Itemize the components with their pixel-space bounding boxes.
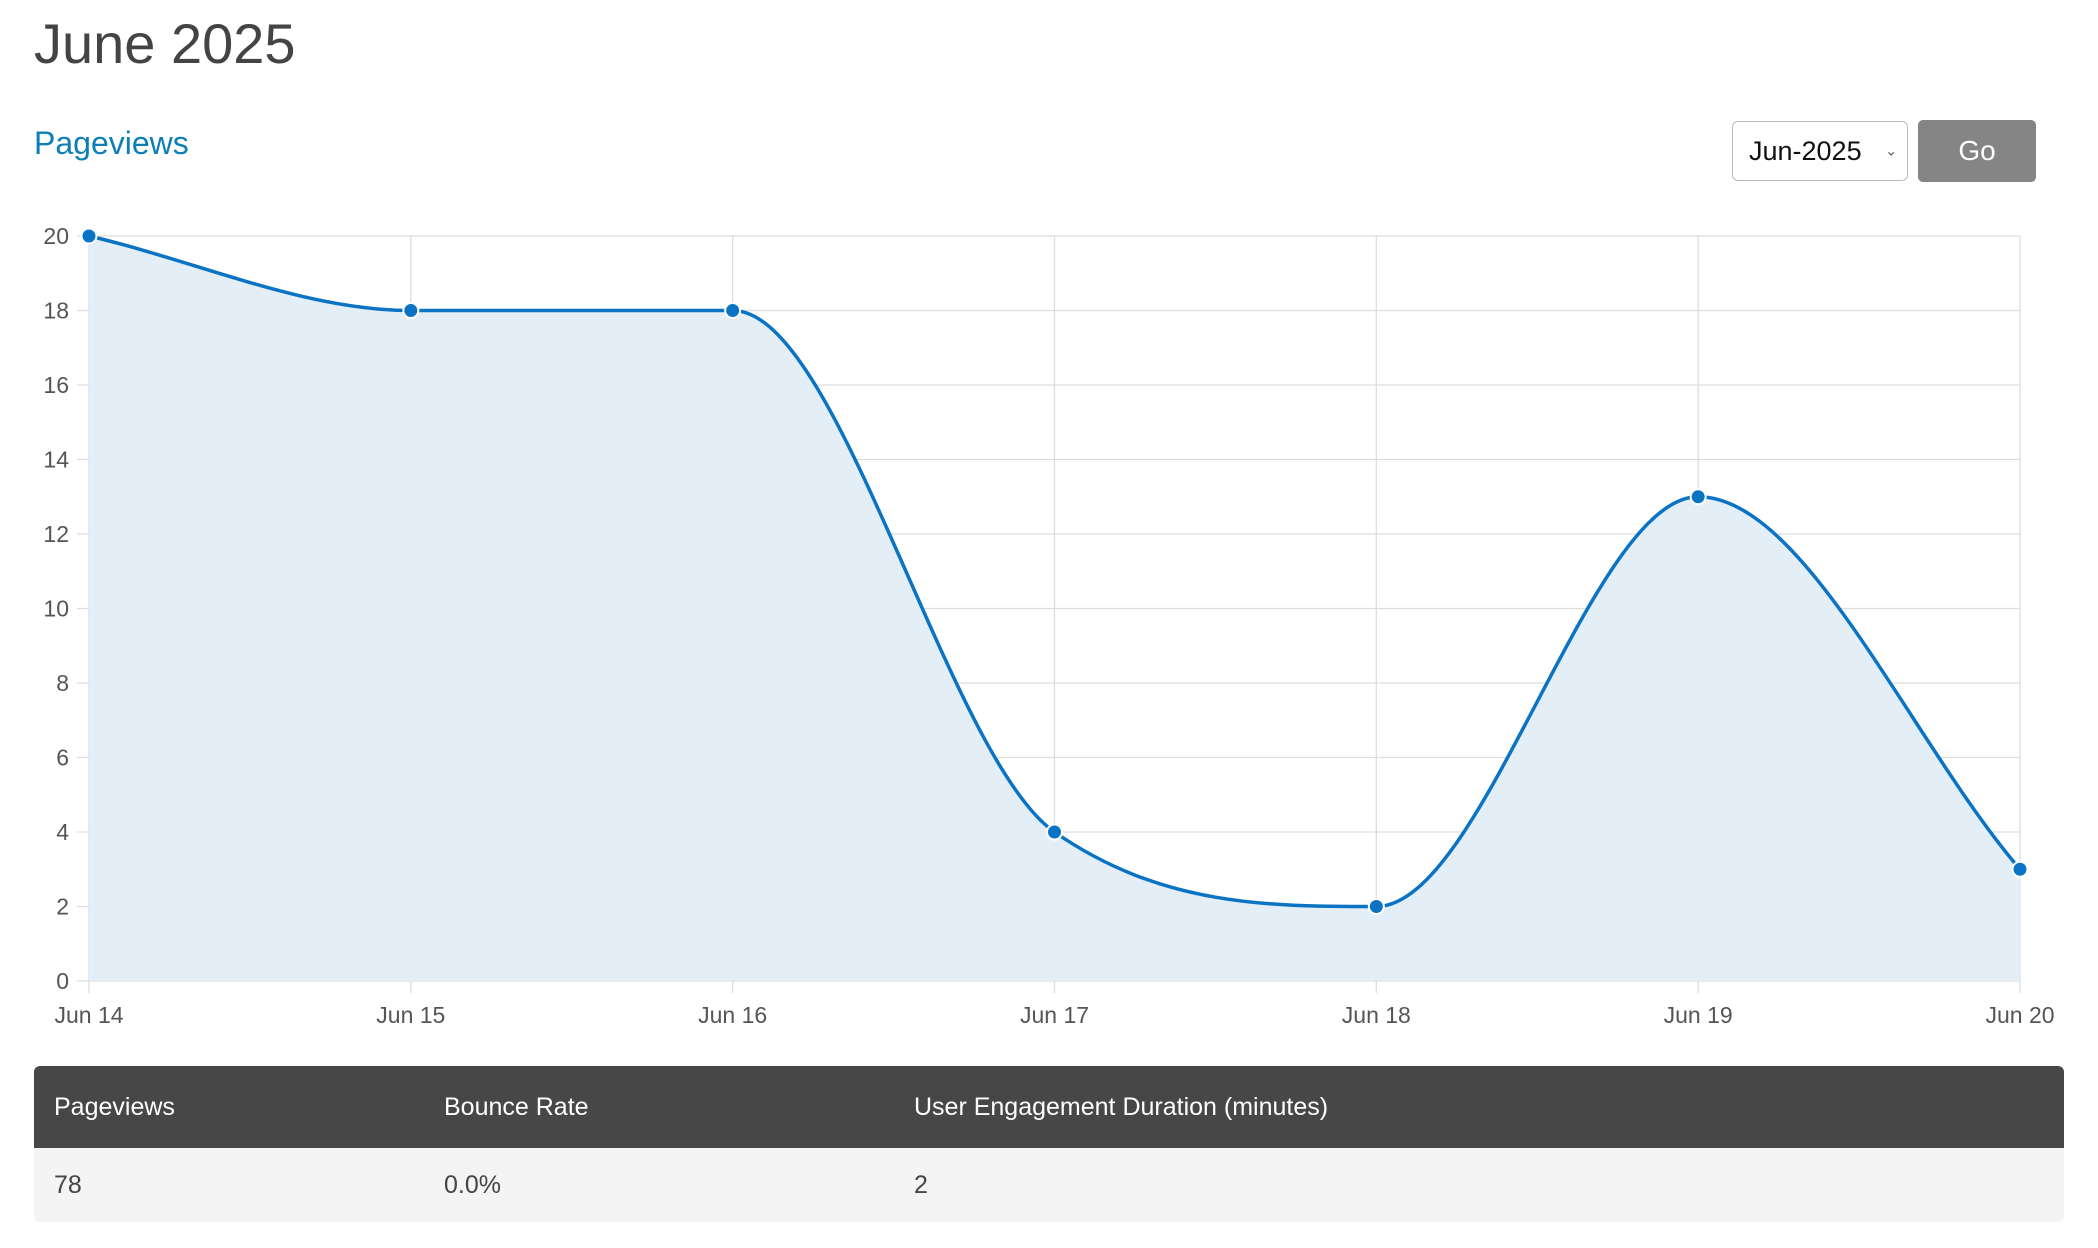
x-tick-label: Jun 19: [1664, 1002, 1733, 1028]
y-tick-label: 0: [56, 968, 69, 994]
x-tick-label: Jun 17: [1020, 1002, 1089, 1028]
chart-area: [89, 236, 2020, 981]
x-tick-label: Jun 15: [376, 1002, 445, 1028]
y-tick-label: 18: [43, 298, 69, 324]
month-controls: Jun-2025 ⌄ Go: [1732, 120, 2036, 182]
y-tick-label: 4: [56, 819, 69, 845]
data-point: [1689, 488, 1707, 506]
y-tick-label: 2: [56, 894, 69, 920]
y-tick-label: 8: [56, 670, 69, 696]
data-point: [1367, 898, 1385, 915]
header-engagement-duration: User Engagement Duration (minutes): [914, 1092, 1329, 1121]
area-fill: [89, 236, 2020, 981]
y-tick-label: 6: [56, 745, 69, 771]
data-point: [80, 227, 98, 245]
page-title: June 2025: [34, 12, 296, 75]
pageviews-chart: 0 2 4 6 8 10 12 14 16 18 20 Jun 14 Jun 15 Jun 16 Jun …: [0, 200, 2098, 1040]
chart-points: [80, 227, 2029, 915]
header-bounce-rate: Bounce Rate: [444, 1092, 589, 1121]
data-point: [2011, 860, 2029, 878]
cell-pageviews: 78: [54, 1170, 82, 1199]
month-select[interactable]: Jun-2025 ⌄: [1732, 121, 1908, 181]
x-axis-ticks: Jun 14 Jun 15 Jun 16 Jun 17 Jun 18 Jun 19 Jun …: [54, 1002, 2054, 1028]
y-tick-label: 12: [43, 521, 69, 547]
data-point: [724, 302, 742, 319]
x-tick-label: Jun 16: [698, 1002, 767, 1028]
y-tick-label: 16: [43, 372, 69, 398]
x-tick-label: Jun 20: [1985, 1002, 2054, 1028]
data-point: [1046, 823, 1063, 841]
table-row: 78 0.0% 2: [34, 1148, 2064, 1222]
x-tick-label: Jun 18: [1342, 1002, 1411, 1028]
cell-bounce-rate: 0.0%: [444, 1170, 501, 1199]
header-pageviews: Pageviews: [54, 1092, 175, 1121]
go-button[interactable]: Go: [1918, 120, 2036, 182]
y-axis-ticks: 0 2 4 6 8 10 12 14 16 18 20: [43, 223, 69, 994]
month-select-value: Jun-2025: [1749, 135, 1862, 166]
y-tick-label: 20: [43, 223, 69, 249]
series-line: [88, 234, 2022, 909]
data-point: [402, 302, 420, 319]
chevron-down-icon: ⌄: [1885, 142, 1897, 159]
pageviews-section-title: Pageviews: [34, 125, 189, 161]
x-tick-label: Jun 14: [54, 1002, 123, 1028]
stats-table-header: Pageviews Bounce Rate User Engagement Du…: [34, 1066, 2064, 1148]
y-tick-label: 10: [43, 596, 69, 622]
y-tick-label: 14: [43, 447, 69, 473]
stats-table: Pageviews Bounce Rate User Engagement Du…: [34, 1066, 2064, 1222]
cell-engagement-duration: 2: [914, 1170, 928, 1199]
chart-line: [88, 234, 2022, 909]
